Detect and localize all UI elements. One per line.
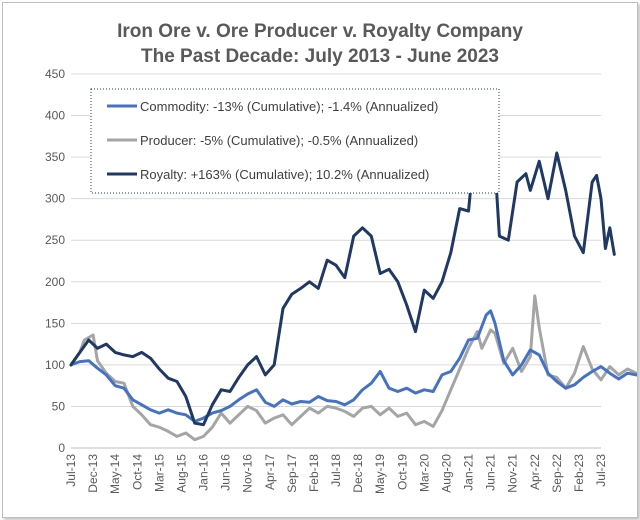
x-tick-label: Oct-14 — [130, 454, 144, 490]
x-tick-label: Jun-21 — [484, 454, 498, 491]
line-chart: Iron Ore v. Ore Producer v. Royalty Comp… — [45, 21, 637, 494]
series-line-producer — [69, 294, 637, 442]
x-tick-label: Mar-15 — [152, 454, 166, 492]
chart-title-line-1: Iron Ore v. Ore Producer v. Royalty Comp… — [117, 21, 523, 42]
y-tick-label: 150 — [45, 316, 65, 330]
y-tick-label: 50 — [52, 399, 66, 413]
series-lines — [69, 118, 637, 442]
x-tick-label: Jan-16 — [197, 454, 211, 491]
y-tick-label: 200 — [45, 275, 65, 289]
x-tick-label: May-19 — [373, 454, 387, 494]
legend-label-royalty: Royalty: +163% (Cumulative); 10.2% (Annu… — [140, 167, 429, 182]
x-tick-label: Mar-20 — [417, 454, 431, 492]
x-tick-label: Sep-22 — [550, 454, 564, 493]
x-tick-label: Aug-15 — [174, 454, 188, 493]
x-tick-label: Jul-13 — [64, 454, 78, 487]
chart-title-line-2: The Past Decade: July 2013 - June 2023 — [141, 46, 499, 67]
x-tick-label: Jul-23 — [594, 454, 608, 487]
legend-item-producer: Producer: -5% (Cumulative); -0.5% (Annua… — [107, 133, 418, 148]
y-tick-label: 250 — [45, 233, 65, 247]
y-tick-label: 100 — [45, 358, 65, 372]
x-axis-ticks: Jul-13 Dec-13 May-14 Oct-14 Mar-15 Aug-15 Jan-… — [64, 454, 608, 494]
legend-label-producer: Producer: -5% (Cumulative); -0.5% (Annua… — [140, 133, 418, 148]
x-tick-label: Dec-13 — [86, 454, 100, 493]
y-axis-ticks: 0 50 100 150 200 250 300 350 400 450 — [45, 67, 65, 455]
x-tick-label: Jun-16 — [219, 454, 233, 491]
legend-label-commodity: Commodity: -13% (Cumulative); -1.4% (Ann… — [140, 99, 438, 114]
y-tick-label: 0 — [58, 441, 65, 455]
x-tick-label: May-14 — [108, 454, 122, 494]
x-tick-label: Oct-19 — [395, 454, 409, 490]
legend-box — [90, 88, 500, 194]
series-line-royalty — [69, 118, 616, 427]
x-tick-label: Nov-16 — [241, 454, 255, 493]
y-tick-label: 400 — [45, 109, 65, 123]
x-tick-label: Feb-18 — [307, 454, 321, 492]
x-tick-label: Jan-21 — [462, 454, 476, 491]
x-tick-label: Feb-23 — [572, 454, 586, 492]
x-tick-label: Sep-17 — [285, 454, 299, 493]
x-tick-label: Jul-18 — [329, 454, 343, 487]
legend-item-royalty: Royalty: +163% (Cumulative); 10.2% (Annu… — [107, 167, 429, 182]
series-line-commodity — [69, 309, 637, 423]
x-tick-label: Apr-17 — [263, 454, 277, 490]
x-tick-label: Aug-20 — [439, 454, 453, 493]
legend-item-commodity: Commodity: -13% (Cumulative); -1.4% (Ann… — [107, 99, 438, 114]
x-tick-label: Nov-21 — [506, 454, 520, 493]
y-tick-label: 350 — [45, 150, 65, 164]
y-tick-label: 450 — [45, 67, 65, 81]
x-tick-label: Dec-18 — [351, 454, 365, 493]
y-tick-label: 300 — [45, 192, 65, 206]
x-tick-label: Apr-22 — [528, 454, 542, 490]
